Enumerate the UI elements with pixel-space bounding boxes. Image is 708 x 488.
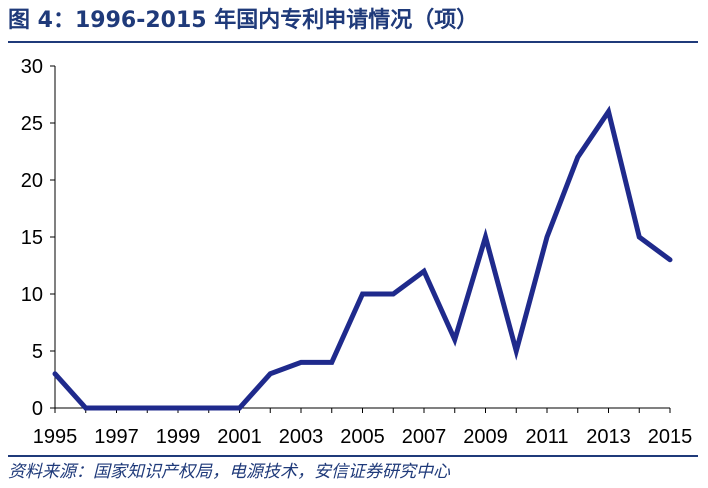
x-axis-ticks: 1995 1997 1999 2001 2003 2005 2007 2009 2011 2013… [33, 408, 693, 448]
x-tick-label: 2003 [279, 426, 324, 448]
axes [54, 66, 670, 409]
y-tick-label: 20 [21, 170, 43, 192]
x-tick-label: 2001 [217, 426, 262, 448]
x-tick-label: 2015 [648, 426, 693, 448]
x-tick-label: 1999 [156, 426, 201, 448]
y-axis-ticks: 0 5 10 15 20 25 30 [21, 56, 55, 420]
title-divider [8, 41, 698, 43]
y-tick-label: 5 [32, 341, 43, 363]
y-tick-label: 10 [21, 284, 43, 306]
source-divider [8, 455, 698, 457]
y-tick-label: 30 [21, 56, 43, 78]
y-tick-label: 0 [32, 398, 43, 420]
x-tick-label: 1995 [33, 426, 78, 448]
y-tick-label: 15 [21, 227, 43, 249]
y-tick-label: 25 [21, 113, 43, 135]
chart-title: 图 4：1996-2015 年国内专利申请情况（项） [8, 8, 479, 33]
x-tick-label: 1997 [94, 426, 139, 448]
x-tick-label: 2005 [340, 426, 385, 448]
x-tick-label: 2011 [525, 426, 568, 448]
source-note: 资料来源：国家知识产权局，电源技术，安信证券研究中心 [8, 462, 450, 482]
x-tick-label: 2007 [402, 426, 447, 448]
series-line [52, 105, 673, 411]
x-tick-label: 2013 [586, 426, 631, 448]
series-group [52, 105, 673, 411]
x-tick-label: 2009 [463, 426, 508, 448]
